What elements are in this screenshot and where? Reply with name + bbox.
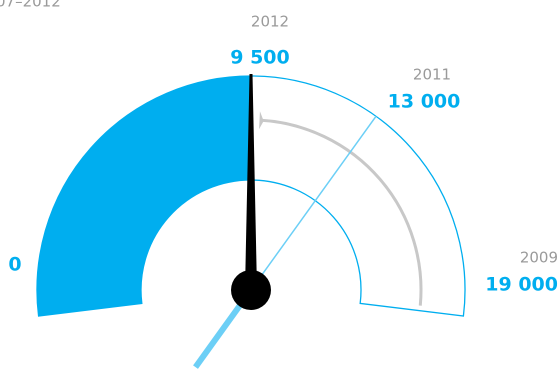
min-label: 0 [8,254,21,276]
year-label: 2011 [413,66,451,84]
marker-2011 [250,115,377,291]
year-label: 2009 [520,249,558,267]
needle-pivot [231,270,271,310]
year-label: 2012 [251,13,289,31]
value-label: 9 500 [230,47,290,69]
value-label: 19 000 [485,274,558,296]
chart-title: 07–2012 [0,0,61,11]
trend-arrow [261,118,423,306]
value-label: 13 000 [388,91,461,113]
needle [245,74,257,290]
arrow-head [259,111,264,130]
gauge-fill [37,76,251,317]
